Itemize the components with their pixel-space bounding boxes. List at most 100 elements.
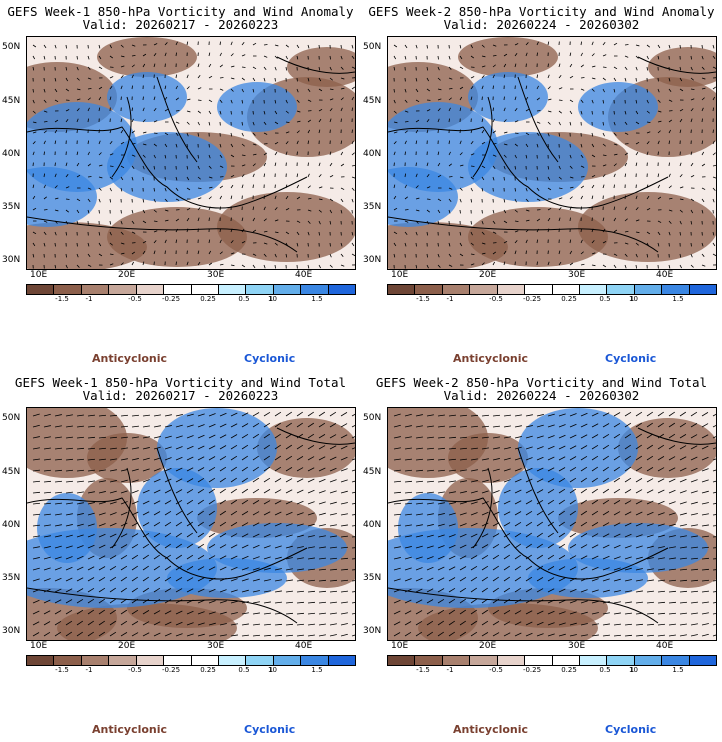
longitude-label: 30E xyxy=(568,641,586,651)
cyclonic-label: Cyclonic xyxy=(605,723,657,736)
colorbar-segment xyxy=(579,285,608,294)
colorbar-ticks: -1.5 -1 -0.5 -0.25 0.25 0.5 1 1.5 xyxy=(26,666,354,676)
colorbar-segment xyxy=(607,656,635,665)
colorbar xyxy=(26,284,356,295)
colorbar-tick-label: 0.25 xyxy=(561,666,577,674)
latitude-label: 35N xyxy=(2,202,21,212)
anticyclonic-label: Anticyclonic xyxy=(453,352,529,365)
colorbar-segment xyxy=(27,285,55,294)
latitude-label: 35N xyxy=(363,573,382,583)
colorbar-segment xyxy=(634,656,663,665)
colorbar-segment xyxy=(191,656,219,665)
anticyclonic-region xyxy=(217,192,355,262)
coastline xyxy=(472,467,493,549)
colorbar-segment xyxy=(328,656,356,665)
colorbar-segment xyxy=(273,656,302,665)
cyclonic-region xyxy=(468,72,548,122)
longitude-label: 40E xyxy=(656,270,674,280)
colorbar-tick-label: -0.5 xyxy=(128,666,142,674)
panel-valid-dates: Valid: 20260224 - 20260302 xyxy=(443,17,640,32)
colorbar-segment xyxy=(552,285,580,294)
map-area xyxy=(387,407,717,641)
vorticity-map xyxy=(27,37,355,269)
coastline xyxy=(388,216,659,253)
latitude-label: 30N xyxy=(363,626,382,636)
colorbar-segment xyxy=(525,656,553,665)
longitude-label: 30E xyxy=(568,270,586,280)
colorbar-tick-label: -1.5 xyxy=(55,295,69,303)
latitude-label: 45N xyxy=(2,96,21,106)
colorbar-tick-label: 0.5 xyxy=(238,295,250,303)
colorbar-tick-label: -0.5 xyxy=(489,295,503,303)
colorbar-tick-label: 0.5 xyxy=(599,295,611,303)
wind-vectors xyxy=(32,41,355,269)
longitude-label: 40E xyxy=(295,270,313,280)
wind-vectors xyxy=(393,41,716,269)
coastline xyxy=(276,427,355,445)
longitude-label: 10E xyxy=(30,270,48,280)
colorbar-tick-label: 0.25 xyxy=(200,295,216,303)
colorbar-segment xyxy=(218,656,247,665)
colorbar-segment xyxy=(54,285,82,294)
latitude-label: 50N xyxy=(363,42,382,52)
colorbar-segment xyxy=(191,285,219,294)
colorbar-tick-label: -0.25 xyxy=(161,666,181,674)
vorticity-map xyxy=(388,408,716,640)
panel-title: GEFS Week-1 850-hPa Vorticity and Wind A… xyxy=(7,4,354,19)
longitude-label: 40E xyxy=(656,641,674,651)
colorbar-tick-label: 0.25 xyxy=(561,295,577,303)
anticyclonic-label: Anticyclonic xyxy=(92,352,168,365)
anticyclonic-region xyxy=(578,192,716,262)
map-area xyxy=(26,36,356,270)
colorbar-segment xyxy=(662,285,690,294)
latitude-label: 45N xyxy=(363,467,382,477)
colorbar-tick-label: 1 xyxy=(629,295,635,303)
colorbar xyxy=(387,284,717,295)
cyclonic-region xyxy=(217,82,297,132)
cyclonic-region xyxy=(137,468,217,548)
latitude-label: 45N xyxy=(363,96,382,106)
colorbar-segment xyxy=(328,285,356,294)
longitude-label: 40E xyxy=(295,641,313,651)
colorbar-segment xyxy=(54,656,82,665)
colorbar-segment xyxy=(579,656,608,665)
longitude-label: 30E xyxy=(207,641,225,651)
map-panel: GEFS Week-2 850-hPa Vorticity and Wind T… xyxy=(361,371,722,742)
colorbar-segment xyxy=(109,285,137,294)
anticyclonic-region xyxy=(468,207,608,267)
colorbar-tick-label: 1 xyxy=(268,295,274,303)
latitude-label: 50N xyxy=(363,413,382,423)
colorbar-segment xyxy=(246,285,274,294)
colorbar-ticks: -1.5 -1 -0.5 -0.25 0.25 0.5 1 1.5 xyxy=(387,666,715,676)
colorbar-segment xyxy=(442,656,471,665)
coastline xyxy=(156,447,198,534)
coastline xyxy=(517,76,559,163)
colorbar-tick-label: 1.5 xyxy=(672,295,684,303)
cyclonic-region xyxy=(388,167,458,227)
colorbar-segment xyxy=(164,285,192,294)
coastline xyxy=(276,56,355,74)
colorbar-segment xyxy=(81,656,110,665)
longitude-label: 20E xyxy=(479,641,497,651)
colorbar-unit: 10 xyxy=(629,666,638,674)
coastline xyxy=(472,96,493,178)
colorbar-segment xyxy=(246,656,274,665)
colorbar-segment xyxy=(27,656,55,665)
coastline xyxy=(517,447,559,534)
cyclonic-label: Cyclonic xyxy=(244,352,296,365)
colorbar-segment xyxy=(273,285,302,294)
anticyclonic-label: Anticyclonic xyxy=(92,723,168,736)
colorbar-tick-label: 0.5 xyxy=(599,666,611,674)
colorbar xyxy=(387,655,717,666)
colorbar-tick-label: 0.25 xyxy=(200,666,216,674)
colorbar-segment xyxy=(388,285,416,294)
colorbar-tick-label: -1.5 xyxy=(55,666,69,674)
wind-vectors xyxy=(32,411,355,637)
colorbar-unit: 10 xyxy=(268,666,277,674)
latitude-label: 50N xyxy=(2,413,21,423)
latitude-label: 35N xyxy=(2,573,21,583)
colorbar-segment xyxy=(497,285,526,294)
longitude-label: 20E xyxy=(118,270,136,280)
colorbar-tick-label: 1 xyxy=(629,666,635,674)
colorbar-tick-label: -1.5 xyxy=(416,295,430,303)
